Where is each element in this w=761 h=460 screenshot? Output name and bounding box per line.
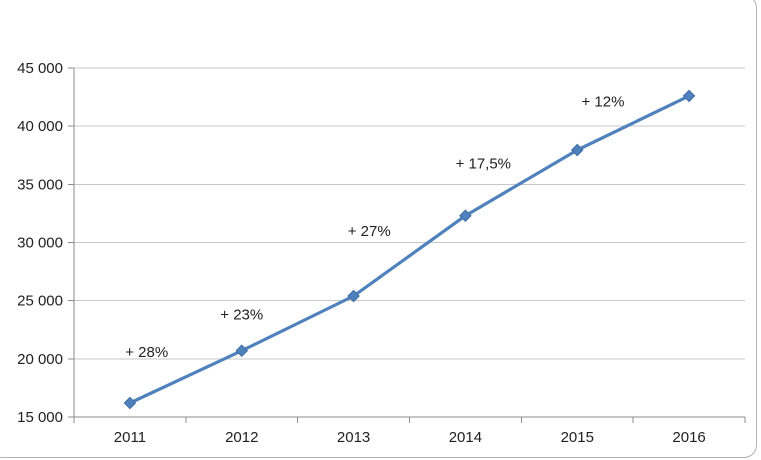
x-axis-tick-label: 2015 — [561, 429, 594, 446]
x-axis-tick-label: 2013 — [337, 429, 370, 446]
growth-annotation: + 23% — [220, 307, 263, 324]
y-axis-tick-label: 30 000 — [17, 235, 63, 252]
data-point-marker[interactable] — [682, 89, 696, 103]
y-axis-tick-label: 35 000 — [17, 176, 63, 193]
x-axis-tick-label: 2011 — [114, 429, 146, 446]
y-axis-tick-label: 45 000 — [17, 60, 63, 77]
data-point-marker[interactable] — [123, 396, 137, 410]
data-point-marker[interactable] — [459, 209, 472, 223]
y-axis-tick-label: 40 000 — [17, 118, 63, 135]
x-axis-tick-label: 2014 — [449, 429, 482, 446]
data-series-line[interactable] — [128, 94, 691, 405]
growth-annotation: + 28% — [125, 344, 168, 361]
data-point-marker[interactable] — [570, 143, 584, 157]
growth-annotation: + 27% — [348, 223, 391, 240]
y-axis-tick-label: 25 000 — [17, 293, 63, 310]
data-point-marker[interactable] — [347, 289, 360, 303]
x-axis-tick-label: 2016 — [672, 429, 705, 446]
y-axis-tick-label: 15 000 — [17, 409, 63, 426]
growth-annotation: + 12% — [581, 94, 624, 111]
x-axis-tick-label: 2012 — [225, 429, 258, 446]
y-axis-tick-label: 20 000 — [17, 351, 63, 368]
data-point-marker[interactable] — [235, 344, 249, 357]
growth-annotation: + 17,5% — [456, 155, 511, 172]
